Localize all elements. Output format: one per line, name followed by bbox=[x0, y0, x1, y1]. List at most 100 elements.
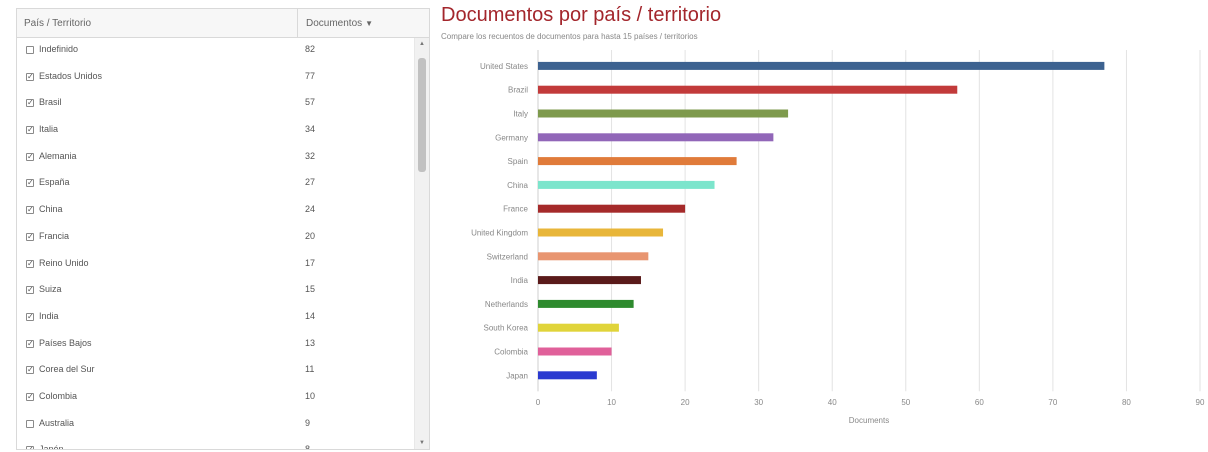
table-row[interactable]: ✓ España 27 bbox=[17, 171, 414, 198]
table-row[interactable]: ✓ Estados Unidos 77 bbox=[17, 65, 414, 92]
document-count: 11 bbox=[305, 364, 315, 375]
table-row[interactable]: ✓ Japón 8 bbox=[17, 438, 414, 449]
checkbox-checked[interactable]: ✓ bbox=[26, 391, 34, 401]
page-subtitle: Compare los recuentos de documentos para… bbox=[441, 32, 698, 41]
country-label: Australia bbox=[39, 417, 75, 428]
checkbox-checked[interactable]: ✓ bbox=[26, 71, 34, 81]
category-label: Germany bbox=[495, 133, 528, 142]
country-label: Alemania bbox=[39, 150, 77, 161]
table-row[interactable]: ✓ Colombia 10 bbox=[17, 385, 414, 412]
table-row[interactable]: ✓ Italia 34 bbox=[17, 118, 414, 145]
checkbox-checked[interactable]: ✓ bbox=[26, 338, 34, 348]
checkbox-checked[interactable]: ✓ bbox=[26, 446, 34, 449]
document-count: 17 bbox=[305, 257, 316, 268]
x-tick-label: 50 bbox=[901, 398, 910, 407]
checkbox-checked[interactable]: ✓ bbox=[26, 365, 34, 375]
bar[interactable] bbox=[538, 61, 1105, 70]
x-tick-label: 90 bbox=[1196, 398, 1205, 407]
checkbox-checked[interactable]: ✓ bbox=[26, 311, 34, 321]
header-divider bbox=[297, 9, 298, 37]
country-label: India bbox=[39, 310, 59, 321]
category-label: Brazil bbox=[508, 86, 528, 95]
table-row[interactable]: ✓ Corea del Sur 11 bbox=[17, 358, 414, 385]
checkbox-checked[interactable]: ✓ bbox=[26, 151, 34, 161]
table-body: Indefinido 82 ✓ Estados Unidos 77 ✓ Brasil 57 ✓ I… bbox=[17, 38, 414, 449]
country-label: Suiza bbox=[39, 284, 62, 295]
bar[interactable] bbox=[538, 299, 634, 308]
bar[interactable] bbox=[538, 133, 774, 142]
page-title: Documentos por país / territorio bbox=[441, 4, 722, 26]
country-table: País / Territorio Documentos ▼ Indefinido… bbox=[16, 8, 430, 450]
document-count: 82 bbox=[305, 44, 316, 54]
bar[interactable] bbox=[538, 252, 649, 261]
table-row[interactable]: ✓ China 24 bbox=[17, 198, 414, 225]
document-count: 24 bbox=[305, 204, 316, 215]
country-label: Brasil bbox=[39, 97, 62, 108]
table-row[interactable]: ✓ Francia 20 bbox=[17, 225, 414, 252]
category-label: Spain bbox=[508, 157, 528, 166]
bar[interactable] bbox=[538, 276, 641, 285]
category-label: Italy bbox=[513, 110, 528, 119]
checkbox-unchecked[interactable] bbox=[26, 419, 34, 428]
category-label: South Korea bbox=[484, 324, 529, 333]
category-label: Switzerland bbox=[487, 252, 528, 261]
category-label: Netherlands bbox=[485, 300, 528, 309]
table-row[interactable]: ✓ India 14 bbox=[17, 305, 414, 332]
document-count: 8 bbox=[305, 444, 310, 449]
x-tick-label: 70 bbox=[1048, 398, 1057, 407]
category-label: Colombia bbox=[494, 348, 528, 357]
scroll-up-icon[interactable]: ▲ bbox=[419, 41, 425, 47]
country-label: Indefinido bbox=[39, 44, 79, 54]
bar[interactable] bbox=[538, 371, 597, 380]
table-row[interactable]: ✓ Reino Unido 17 bbox=[17, 252, 414, 279]
country-label: Italia bbox=[39, 124, 59, 135]
country-label: China bbox=[39, 204, 63, 215]
document-count: 57 bbox=[305, 97, 316, 108]
table-row[interactable]: Australia 9 bbox=[17, 412, 414, 439]
x-tick-label: 30 bbox=[754, 398, 763, 407]
bar[interactable] bbox=[538, 180, 715, 189]
bar[interactable] bbox=[538, 157, 737, 166]
bar[interactable] bbox=[538, 109, 789, 118]
scrollbar[interactable]: ▲ ▼ bbox=[414, 38, 429, 449]
checkbox-checked[interactable]: ✓ bbox=[26, 285, 34, 295]
x-tick-label: 0 bbox=[536, 398, 541, 407]
document-count: 32 bbox=[305, 150, 316, 161]
document-count: 14 bbox=[305, 310, 316, 321]
category-label: United Kingdom bbox=[471, 229, 528, 238]
document-count: 13 bbox=[305, 337, 316, 348]
table-row[interactable]: ✓ Alemania 32 bbox=[17, 145, 414, 172]
scroll-down-icon[interactable]: ▼ bbox=[419, 440, 425, 446]
bar[interactable] bbox=[538, 323, 619, 332]
country-label: Reino Unido bbox=[39, 257, 89, 268]
checkbox-checked[interactable]: ✓ bbox=[26, 258, 34, 268]
checkbox-checked[interactable]: ✓ bbox=[26, 231, 34, 241]
bar[interactable] bbox=[538, 228, 664, 237]
table-row[interactable]: ✓ Países Bajos 13 bbox=[17, 332, 414, 359]
table-row[interactable]: ✓ Suiza 15 bbox=[17, 278, 414, 305]
document-count: 20 bbox=[305, 230, 316, 241]
x-tick-label: 10 bbox=[607, 398, 616, 407]
table-row[interactable]: ✓ Brasil 57 bbox=[17, 91, 414, 118]
checkbox-checked[interactable]: ✓ bbox=[26, 178, 34, 188]
table-row[interactable]: Indefinido 82 bbox=[17, 38, 414, 65]
country-label: Países Bajos bbox=[39, 337, 92, 348]
category-label: United States bbox=[480, 62, 528, 71]
checkbox-checked[interactable]: ✓ bbox=[26, 98, 34, 108]
country-label: Corea del Sur bbox=[39, 364, 95, 375]
checkbox-checked[interactable]: ✓ bbox=[26, 205, 34, 215]
document-count: 15 bbox=[305, 284, 316, 295]
scrollbar-thumb[interactable] bbox=[418, 58, 426, 172]
checkbox-unchecked[interactable] bbox=[26, 46, 34, 54]
header-country[interactable]: País / Territorio bbox=[24, 18, 92, 29]
checkbox-checked[interactable]: ✓ bbox=[26, 125, 34, 135]
header-documents[interactable]: Documentos ▼ bbox=[306, 18, 373, 29]
bar[interactable] bbox=[538, 85, 958, 94]
category-label: France bbox=[503, 205, 528, 214]
bar-chart: 0 10 20 30 40 50 60 70 80 90 United States Brazil It… bbox=[471, 50, 1205, 425]
bar[interactable] bbox=[538, 347, 612, 356]
document-count: 9 bbox=[305, 417, 311, 428]
table-header: País / Territorio Documentos ▼ bbox=[17, 9, 429, 38]
bar[interactable] bbox=[538, 204, 686, 213]
x-tick-label: 80 bbox=[1122, 398, 1131, 407]
